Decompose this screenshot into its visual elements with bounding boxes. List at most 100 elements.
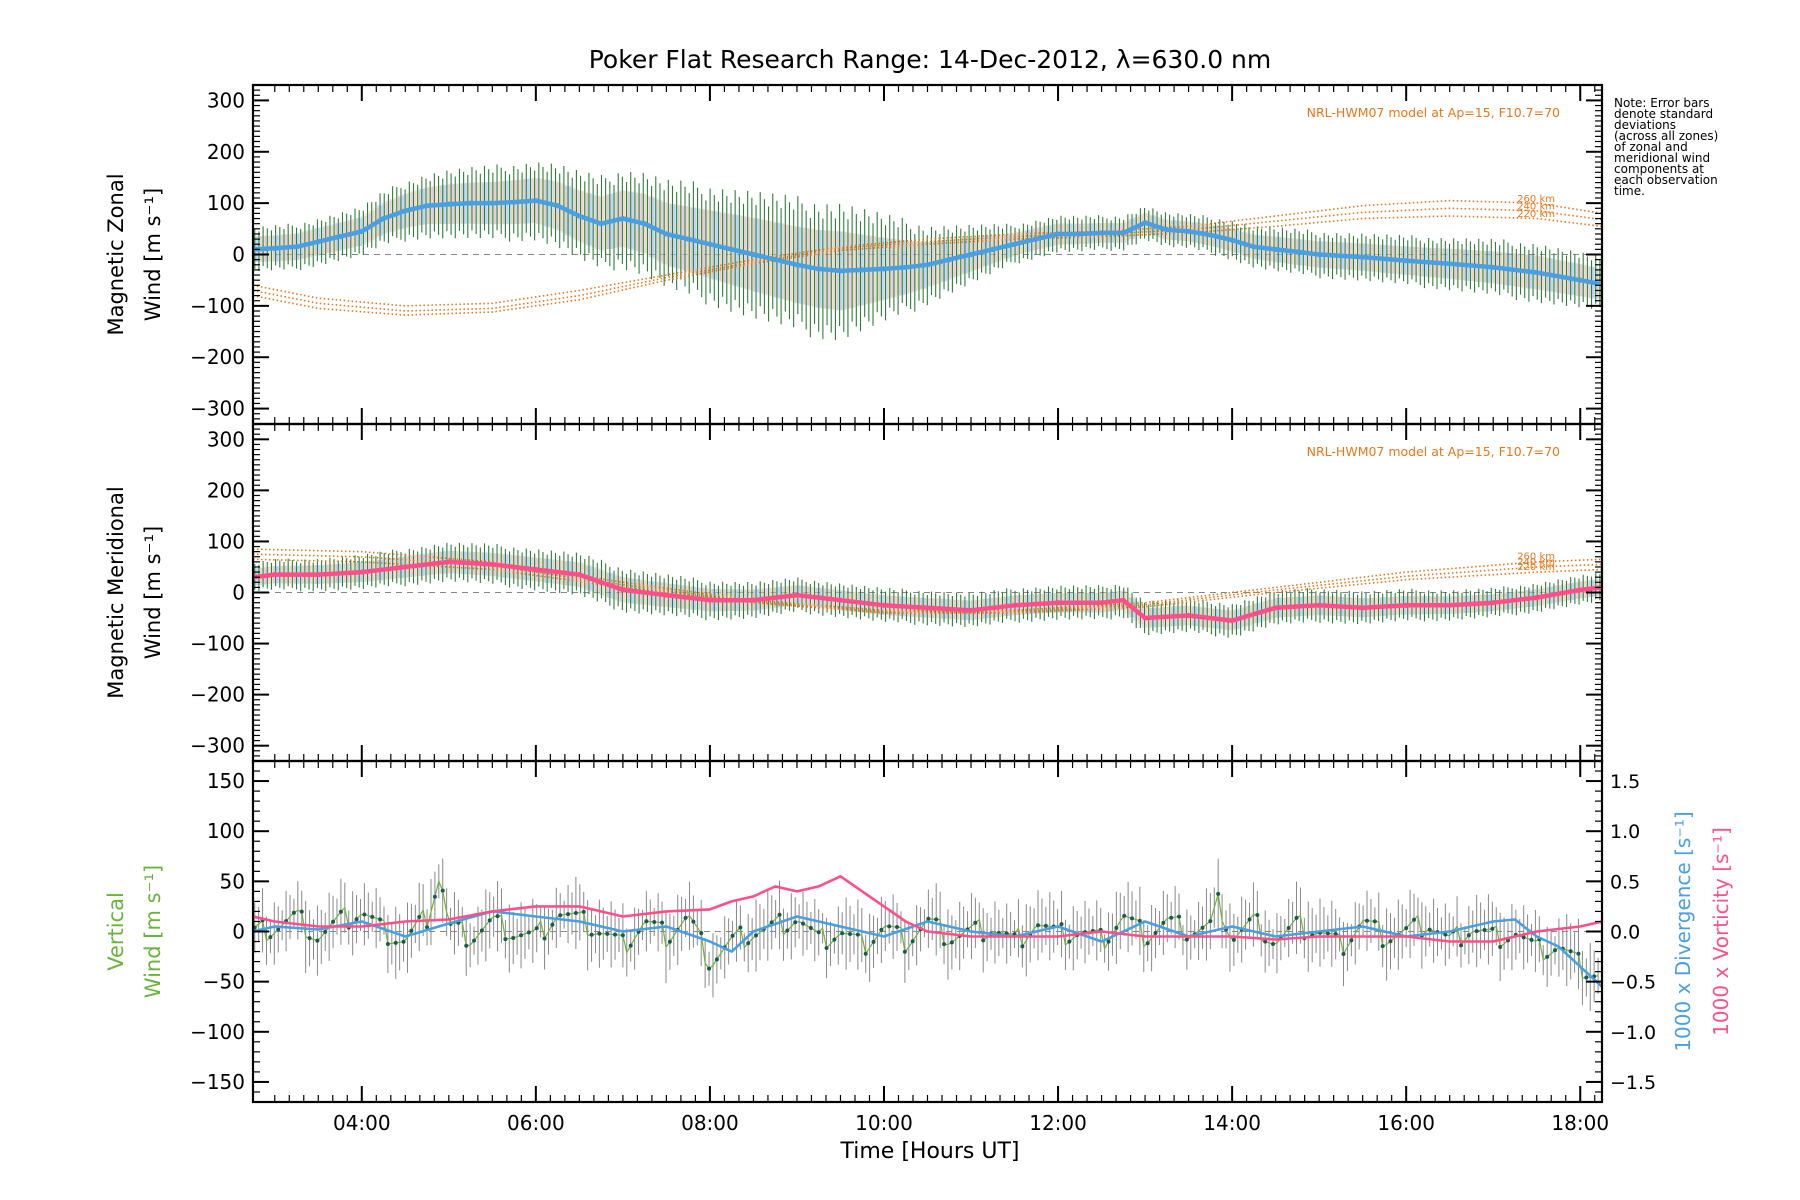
vertical-wind-point [370, 914, 375, 919]
mean-wind-point [1490, 264, 1496, 270]
vertical-wind-point [597, 931, 602, 936]
x-tick-label: 10:00 [855, 1111, 913, 1135]
vertical-wind-point [714, 957, 719, 962]
vorticity-axis-label: 1000 x Vorticity [s⁻¹] [1709, 827, 1733, 1036]
vertical-wind-point [299, 909, 304, 914]
mean-wind-point [1403, 258, 1409, 264]
mean-wind-point [1077, 231, 1083, 237]
vertical-wind-point [409, 928, 414, 933]
divergence-axis-label: 1000 x Divergence [s⁻¹] [1671, 811, 1695, 1051]
vertical-wind-point [910, 939, 915, 944]
vertical-wind-point [354, 917, 359, 922]
mean-wind-point [1011, 241, 1018, 247]
vertical-wind-point [573, 910, 578, 915]
vertical-wind-point [981, 938, 986, 943]
mean-wind-point [794, 262, 800, 268]
vertical-wind-point [1529, 937, 1534, 942]
x-axis-label: Time [Hours UT] [840, 1139, 1020, 1164]
vertical-wind-point [934, 917, 939, 922]
vertical-wind-point [691, 919, 696, 924]
mean-wind-point [729, 246, 735, 252]
vertical-wind-point [1200, 925, 1205, 930]
vertical-wind-point [855, 932, 860, 937]
model-label: NRL-HWM07 model at Ap=15, F10.7=70 [1307, 444, 1560, 459]
vertical-wind-point [291, 910, 296, 915]
model-altitude-label: 260 km [1517, 552, 1555, 563]
vertical-wind-point [331, 919, 336, 924]
mean-wind-point [424, 203, 430, 209]
mean-wind-point [859, 267, 865, 273]
y-tick-label: −200 [190, 683, 245, 707]
vertical-wind-point [848, 931, 853, 936]
mean-wind-point [968, 607, 974, 613]
y-axis-label-line1: Magnetic Meridional [104, 486, 128, 698]
right-y-tick-label: 0.5 [1610, 871, 1640, 893]
mean-wind-point [1142, 615, 1148, 621]
mean-wind-point [1033, 236, 1039, 242]
mean-wind-point [1534, 595, 1540, 601]
vertical-wind-point [589, 932, 594, 937]
right-y-tick-label: −0.5 [1610, 972, 1656, 994]
y-tick-label: −50 [203, 970, 245, 994]
model-label: NRL-HWM07 model at Ap=15, F10.7=70 [1307, 105, 1560, 120]
mean-wind-point [576, 572, 582, 578]
vertical-wind-point [746, 941, 751, 946]
mean-wind-point [620, 587, 626, 593]
mean-wind-point [924, 605, 931, 611]
vertical-wind-point [1137, 918, 1142, 923]
vertical-wind-point [1427, 927, 1432, 932]
vertical-wind-point [895, 925, 900, 930]
mean-wind-point [1229, 237, 1235, 243]
vertical-wind-point [1153, 931, 1158, 936]
mean-wind-point [315, 239, 321, 245]
vertical-wind-point [644, 919, 649, 924]
mean-wind-point [837, 597, 844, 603]
mean-wind-point [881, 602, 887, 608]
vertical-wind-point [816, 930, 821, 935]
vertical-wind-point [323, 929, 328, 934]
vertical-wind-point [667, 939, 672, 944]
model-altitude-label: 240 km [1517, 557, 1555, 568]
mean-wind-point [402, 564, 408, 570]
vertical-wind-point [699, 931, 704, 936]
model-altitude-label: 240 km [1517, 201, 1555, 212]
mean-wind-point [598, 221, 604, 227]
vertical-wind-point [902, 949, 907, 954]
vertical-wind-point [871, 939, 876, 944]
vertical-wind-point [1184, 937, 1189, 942]
vertical-wind-point [1349, 938, 1354, 943]
vertical-wind-point [1459, 943, 1464, 948]
vertical-wind-point [472, 938, 477, 943]
y-tick-label: 300 [207, 88, 245, 112]
mean-wind-point [1055, 231, 1061, 237]
vertical-wind-point [1325, 931, 1330, 936]
mean-wind-point [837, 268, 844, 274]
mean-wind-point [1120, 230, 1126, 236]
vertical-wind-point [1466, 933, 1471, 938]
y-tick-label: 0 [232, 243, 245, 267]
note-line: meridional wind [1614, 151, 1711, 165]
y-tick-label: −100 [190, 632, 245, 656]
mean-wind-point [1273, 605, 1279, 611]
vertical-wind-point [315, 938, 320, 943]
mean-wind-point [685, 236, 691, 242]
vertical-wind-point [487, 918, 492, 923]
vertical-wind-point [425, 925, 430, 930]
vertical-wind-point [1067, 939, 1072, 944]
vertical-wind-point [1231, 937, 1236, 942]
vertical-wind-point [793, 920, 798, 925]
mean-wind-point [359, 228, 365, 234]
mean-wind-point [663, 592, 670, 598]
vertical-wind-point [378, 917, 383, 922]
vertical-wind-point [1333, 932, 1338, 937]
vertical-wind-point [605, 931, 610, 936]
y-tick-label: 100 [207, 529, 245, 553]
mean-wind-point [816, 266, 822, 272]
vertical-wind-point [777, 912, 782, 917]
vertical-wind-point [949, 940, 954, 945]
mean-wind-point [598, 579, 604, 585]
vertical-wind-point [863, 951, 868, 956]
mean-wind-point [1534, 269, 1540, 276]
y-tick-label: 50 [220, 869, 245, 893]
y-axis-label-line2: Wind [m s⁻¹] [141, 188, 165, 321]
